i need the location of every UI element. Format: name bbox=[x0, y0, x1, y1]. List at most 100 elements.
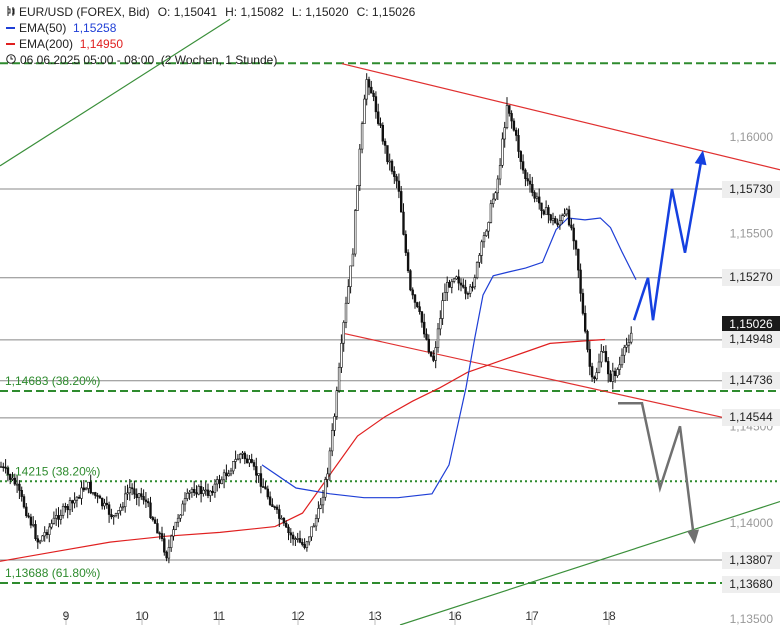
candle-body bbox=[514, 129, 518, 136]
candle-body bbox=[422, 321, 426, 335]
x-tick-label: 12 bbox=[291, 609, 305, 623]
candle-body bbox=[172, 529, 175, 537]
ohlc-high-key: H: bbox=[225, 5, 238, 19]
price-level-tag: 1,14948 bbox=[722, 331, 780, 349]
candle-body bbox=[36, 538, 40, 543]
candle-body bbox=[554, 218, 557, 224]
candle-body bbox=[6, 467, 10, 475]
candle-body bbox=[15, 483, 19, 486]
candle-body bbox=[482, 235, 486, 243]
ema200-value: 1,14950 bbox=[79, 37, 124, 51]
candle-body bbox=[517, 135, 520, 152]
x-tick-label: 17 bbox=[525, 609, 539, 623]
candle-body bbox=[487, 222, 490, 232]
price-level-tag: 1,13680 bbox=[722, 576, 780, 593]
candle-body bbox=[353, 210, 357, 255]
candle-body bbox=[307, 536, 311, 543]
candle-body bbox=[232, 461, 235, 472]
candle-body bbox=[577, 248, 580, 271]
ema200-label: EMA(200) bbox=[19, 37, 74, 51]
candle-body bbox=[471, 286, 474, 289]
candle-body bbox=[45, 532, 49, 536]
ema200-swatch bbox=[6, 43, 15, 45]
candles bbox=[0, 73, 633, 564]
candle-body bbox=[255, 466, 258, 476]
candle-body bbox=[43, 532, 46, 537]
candle-body bbox=[627, 341, 631, 346]
candle-body bbox=[595, 372, 598, 380]
candle-body bbox=[181, 503, 184, 516]
candle-body bbox=[50, 523, 53, 528]
candle-body bbox=[22, 496, 26, 508]
candle-body bbox=[317, 508, 320, 519]
candle-body bbox=[312, 525, 315, 528]
candle-body bbox=[383, 140, 387, 146]
candle-body bbox=[544, 207, 548, 215]
y-tick-label: 1,15500 bbox=[730, 226, 774, 240]
candle-body bbox=[183, 498, 187, 505]
x-tick-label: 18 bbox=[602, 609, 616, 623]
candle-body bbox=[558, 220, 562, 226]
candle-body bbox=[330, 430, 334, 452]
candle-body bbox=[542, 210, 546, 215]
candle-body bbox=[604, 351, 608, 362]
price-level-tag: 1,13807 bbox=[722, 551, 780, 569]
candle-body bbox=[188, 491, 191, 494]
candle-body bbox=[570, 224, 573, 229]
candle-body bbox=[75, 496, 79, 501]
candle-body bbox=[586, 331, 589, 350]
candle-body bbox=[367, 79, 371, 88]
candle-body bbox=[186, 492, 189, 499]
candle-body bbox=[213, 483, 217, 494]
x-tick-label: 16 bbox=[448, 609, 462, 623]
candle-body bbox=[602, 351, 605, 353]
ema50-line bbox=[261, 217, 637, 499]
ohlc-close-value: 1,15026 bbox=[371, 5, 416, 19]
candle-body bbox=[503, 127, 506, 140]
candle-body bbox=[436, 328, 440, 348]
candle-body bbox=[80, 487, 83, 499]
candle-body bbox=[52, 517, 56, 524]
candle-body bbox=[229, 470, 233, 475]
candle-body bbox=[103, 502, 106, 507]
ohlc-low-value: 1,15020 bbox=[305, 5, 349, 19]
candle-body bbox=[268, 496, 272, 505]
candle-body bbox=[340, 342, 343, 368]
candle-body bbox=[565, 209, 569, 215]
candle-body bbox=[261, 486, 265, 488]
y-tick-label: 1,16000 bbox=[730, 130, 774, 144]
candle-body bbox=[135, 493, 138, 499]
candle-body bbox=[386, 145, 389, 162]
candle-body bbox=[130, 487, 134, 490]
candle-body bbox=[137, 493, 141, 498]
candle-body bbox=[142, 496, 145, 501]
candle-body bbox=[452, 278, 456, 282]
candle-body bbox=[549, 214, 552, 221]
candle-body bbox=[351, 253, 355, 267]
candle-body bbox=[128, 487, 131, 494]
candle-body bbox=[344, 302, 348, 323]
candle-body bbox=[432, 355, 435, 361]
candle-body bbox=[144, 499, 148, 502]
candle-body bbox=[397, 180, 401, 192]
candle-body bbox=[117, 510, 120, 514]
candle-body bbox=[121, 506, 125, 509]
candle-body bbox=[193, 488, 196, 493]
candle-body bbox=[556, 222, 559, 226]
chart-legend: EUR/USD (FOREX, Bid) O: 1,15041 H: 1,150… bbox=[6, 4, 415, 68]
candle-body bbox=[11, 477, 14, 480]
candle-body bbox=[31, 524, 35, 526]
candle-body bbox=[73, 499, 76, 504]
ohlc-low-key: L: bbox=[291, 5, 302, 19]
candle-body bbox=[82, 487, 86, 491]
candle-body bbox=[494, 192, 497, 200]
candle-body bbox=[372, 92, 375, 97]
candle-body bbox=[257, 473, 260, 476]
candle-body bbox=[89, 481, 92, 494]
candle-body bbox=[611, 370, 615, 382]
candle-body bbox=[243, 452, 246, 460]
candle-body bbox=[264, 486, 267, 490]
candle-body bbox=[455, 276, 458, 280]
candle-body bbox=[560, 215, 564, 221]
